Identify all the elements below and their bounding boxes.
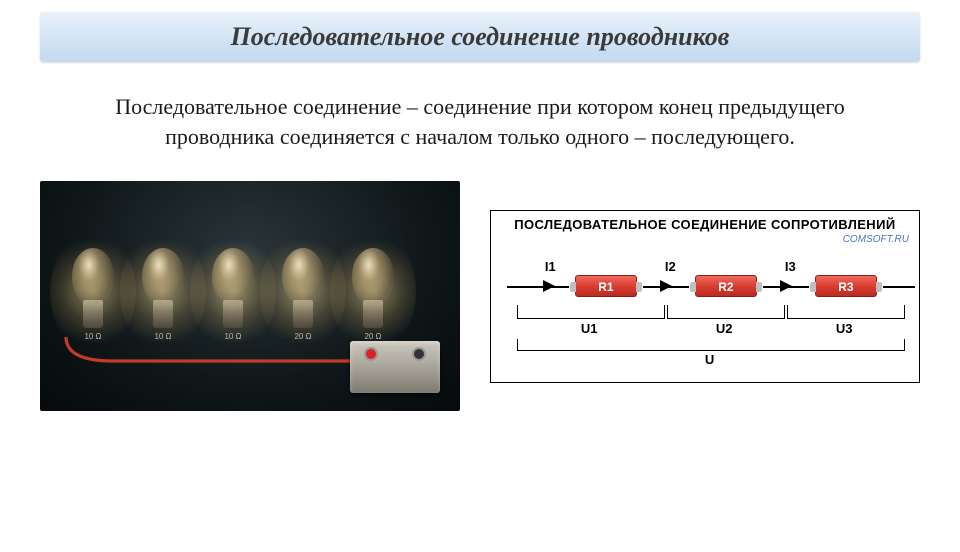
title-bar: Последовательное соединение проводников — [40, 12, 920, 62]
definition-text: Последовательное соединение – соединение… — [60, 92, 900, 151]
bulb-glass-icon — [282, 248, 324, 304]
power-supply — [350, 341, 440, 393]
voltage-bracket — [517, 305, 665, 319]
voltage-label: U2 — [716, 321, 733, 336]
current-label: I2 — [665, 259, 676, 274]
light-bulb: 20 Ω — [348, 248, 398, 341]
images-row: 10 Ω 10 Ω 10 Ω 20 Ω 20 Ω ПОСЛЕДОВАТЕЛЬНОЕ СО… — [40, 181, 920, 411]
resistor: R1 — [575, 275, 637, 297]
bulb-scene: 10 Ω 10 Ω 10 Ω 20 Ω 20 Ω — [40, 181, 460, 411]
light-bulb: 10 Ω — [68, 248, 118, 341]
schematic-title: ПОСЛЕДОВАТЕЛЬНОЕ СОЕДИНЕНИЕ СОПРОТИВЛЕНИ… — [501, 217, 909, 232]
light-bulb: 10 Ω — [138, 248, 188, 341]
current-label: I1 — [545, 259, 556, 274]
bulb-glass-icon — [72, 248, 114, 304]
voltage-bracket — [787, 305, 905, 319]
voltage-label: U3 — [836, 321, 853, 336]
total-voltage-bracket — [517, 339, 905, 351]
page-title: Последовательное соединение проводников — [60, 22, 900, 52]
voltage-bracket — [667, 305, 785, 319]
wire-segment — [883, 286, 915, 288]
arrow-icon — [660, 280, 672, 292]
current-label: I3 — [785, 259, 796, 274]
light-bulb: 20 Ω — [278, 248, 328, 341]
schematic-diagram: ПОСЛЕДОВАТЕЛЬНОЕ СОЕДИНЕНИЕ СОПРОТИВЛЕНИ… — [490, 210, 920, 383]
arrow-icon — [543, 280, 555, 292]
bulb-glass-icon — [212, 248, 254, 304]
bulb-glass-icon — [142, 248, 184, 304]
resistor: R2 — [695, 275, 757, 297]
schematic-canvas: R1 I1 U1 R2 I2 U2 R3 I3 U3 U — [501, 251, 909, 366]
total-voltage-label: U — [705, 352, 714, 367]
schematic-site: COMSOFT.RU — [501, 234, 909, 245]
arrow-icon — [780, 280, 792, 292]
resistor: R3 — [815, 275, 877, 297]
voltage-label: U1 — [581, 321, 598, 336]
light-bulb: 10 Ω — [208, 248, 258, 341]
wire-segment — [507, 286, 569, 288]
bulb-glass-icon — [352, 248, 394, 304]
